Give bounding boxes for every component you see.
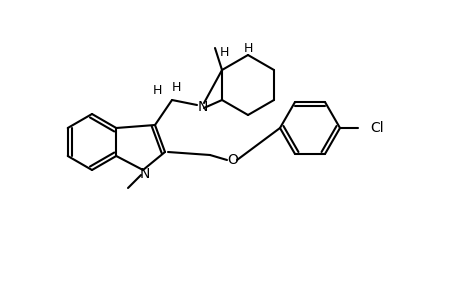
Text: H: H <box>171 80 180 94</box>
Text: N: N <box>197 100 208 114</box>
Text: N: N <box>140 167 150 181</box>
Text: H: H <box>219 46 228 59</box>
Text: O: O <box>227 153 238 167</box>
Text: Cl: Cl <box>369 121 383 135</box>
Text: H: H <box>243 41 252 55</box>
Text: H: H <box>152 83 161 97</box>
